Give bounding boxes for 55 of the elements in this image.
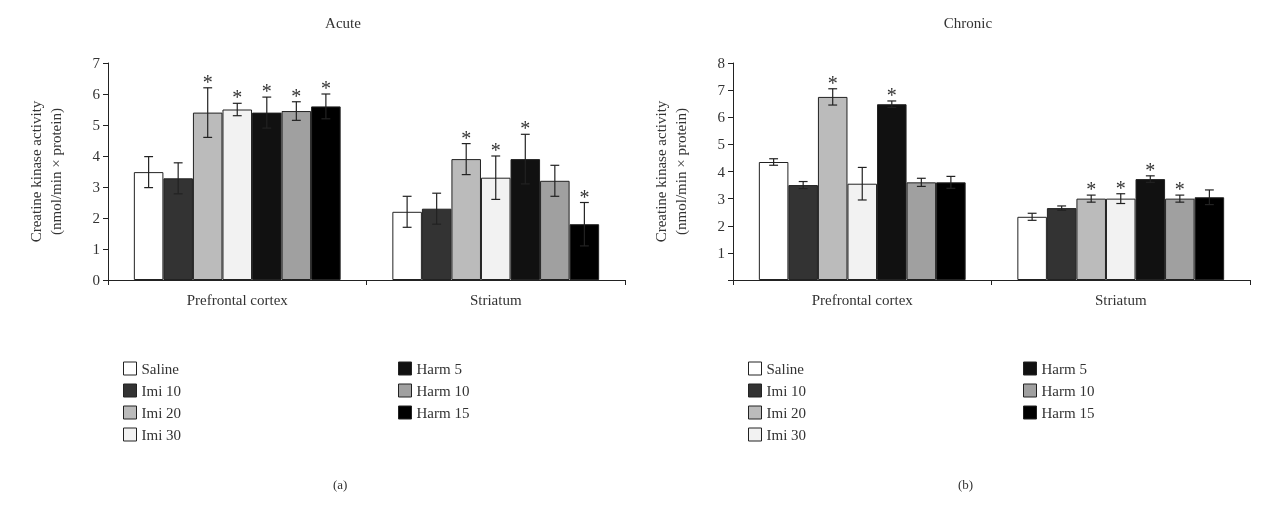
chart-title: Chronic: [943, 14, 993, 31]
y-tick-label: 6: [717, 109, 726, 126]
legend-label: Harm 10: [1041, 382, 1095, 399]
data-label: *: [291, 84, 302, 107]
y-tick-label: 8: [717, 55, 725, 71]
y-tick-label: 2: [92, 210, 100, 226]
y-tick-label: 2: [717, 217, 725, 234]
data-label: *: [261, 80, 272, 103]
text: (a): [333, 477, 348, 492]
data-label: *: [1145, 158, 1156, 181]
data-label: *: [1115, 176, 1126, 199]
data-label: *: [490, 139, 501, 161]
data-label: *: [461, 126, 472, 149]
legend-label: Imi 10: [141, 382, 182, 399]
data-label: *: [202, 70, 213, 93]
legend-label: Imi 10: [766, 382, 807, 399]
y-tick-label: 6: [92, 86, 101, 102]
data-label: *: [579, 185, 590, 208]
legend-label: Harm 15: [416, 404, 470, 421]
legend-label: Imi 30: [766, 426, 807, 443]
x-tick-label: Prefrontal cortex: [811, 291, 914, 308]
legend-label: Imi 20: [766, 404, 807, 421]
x-tick-label: Striatum: [469, 291, 522, 308]
y-tick-label: 1: [717, 244, 725, 261]
y-tick-label: 7: [92, 55, 101, 71]
y-tick-label: 3: [92, 179, 100, 195]
y-tick-label: 4: [92, 148, 101, 164]
x-tick-label: Striatum: [1094, 291, 1147, 308]
legend-label: Harm 5: [416, 360, 462, 377]
data-label: *: [827, 71, 838, 94]
data-label: *: [1086, 178, 1097, 201]
y-tick-label: 0: [92, 272, 100, 288]
data-label: *: [1174, 178, 1185, 201]
data-label: *: [520, 117, 531, 140]
y-tick-label: 4: [717, 163, 726, 180]
legend-label: Harm 10: [416, 382, 470, 399]
y-tick-label: 5: [92, 117, 100, 133]
text: (b): [958, 477, 974, 492]
y-axis-title: Creatine kinase activity (nmol/min × protein): [28, 100, 65, 243]
data-label: *: [320, 77, 331, 99]
legend-label: Harm 5: [1041, 360, 1087, 377]
chart-title: Acute: [325, 14, 362, 31]
y-axis-title: Creatine kinase activity (nmol/min × protein): [653, 100, 690, 243]
legend-label: Harm 15: [1041, 404, 1095, 421]
y-tick-label: 5: [717, 136, 725, 153]
legend-label: Imi 20: [141, 404, 182, 421]
legend-label: Saline: [766, 360, 805, 377]
y-tick-label: 3: [717, 190, 725, 207]
x-tick-label: Prefrontal cortex: [186, 291, 289, 308]
data-label: *: [232, 86, 243, 109]
y-tick-label: 1: [92, 241, 100, 257]
data-label: *: [886, 83, 897, 106]
legend-label: Saline: [141, 360, 180, 377]
legend-label: Imi 30: [141, 426, 182, 443]
y-tick-label: 7: [717, 82, 726, 99]
